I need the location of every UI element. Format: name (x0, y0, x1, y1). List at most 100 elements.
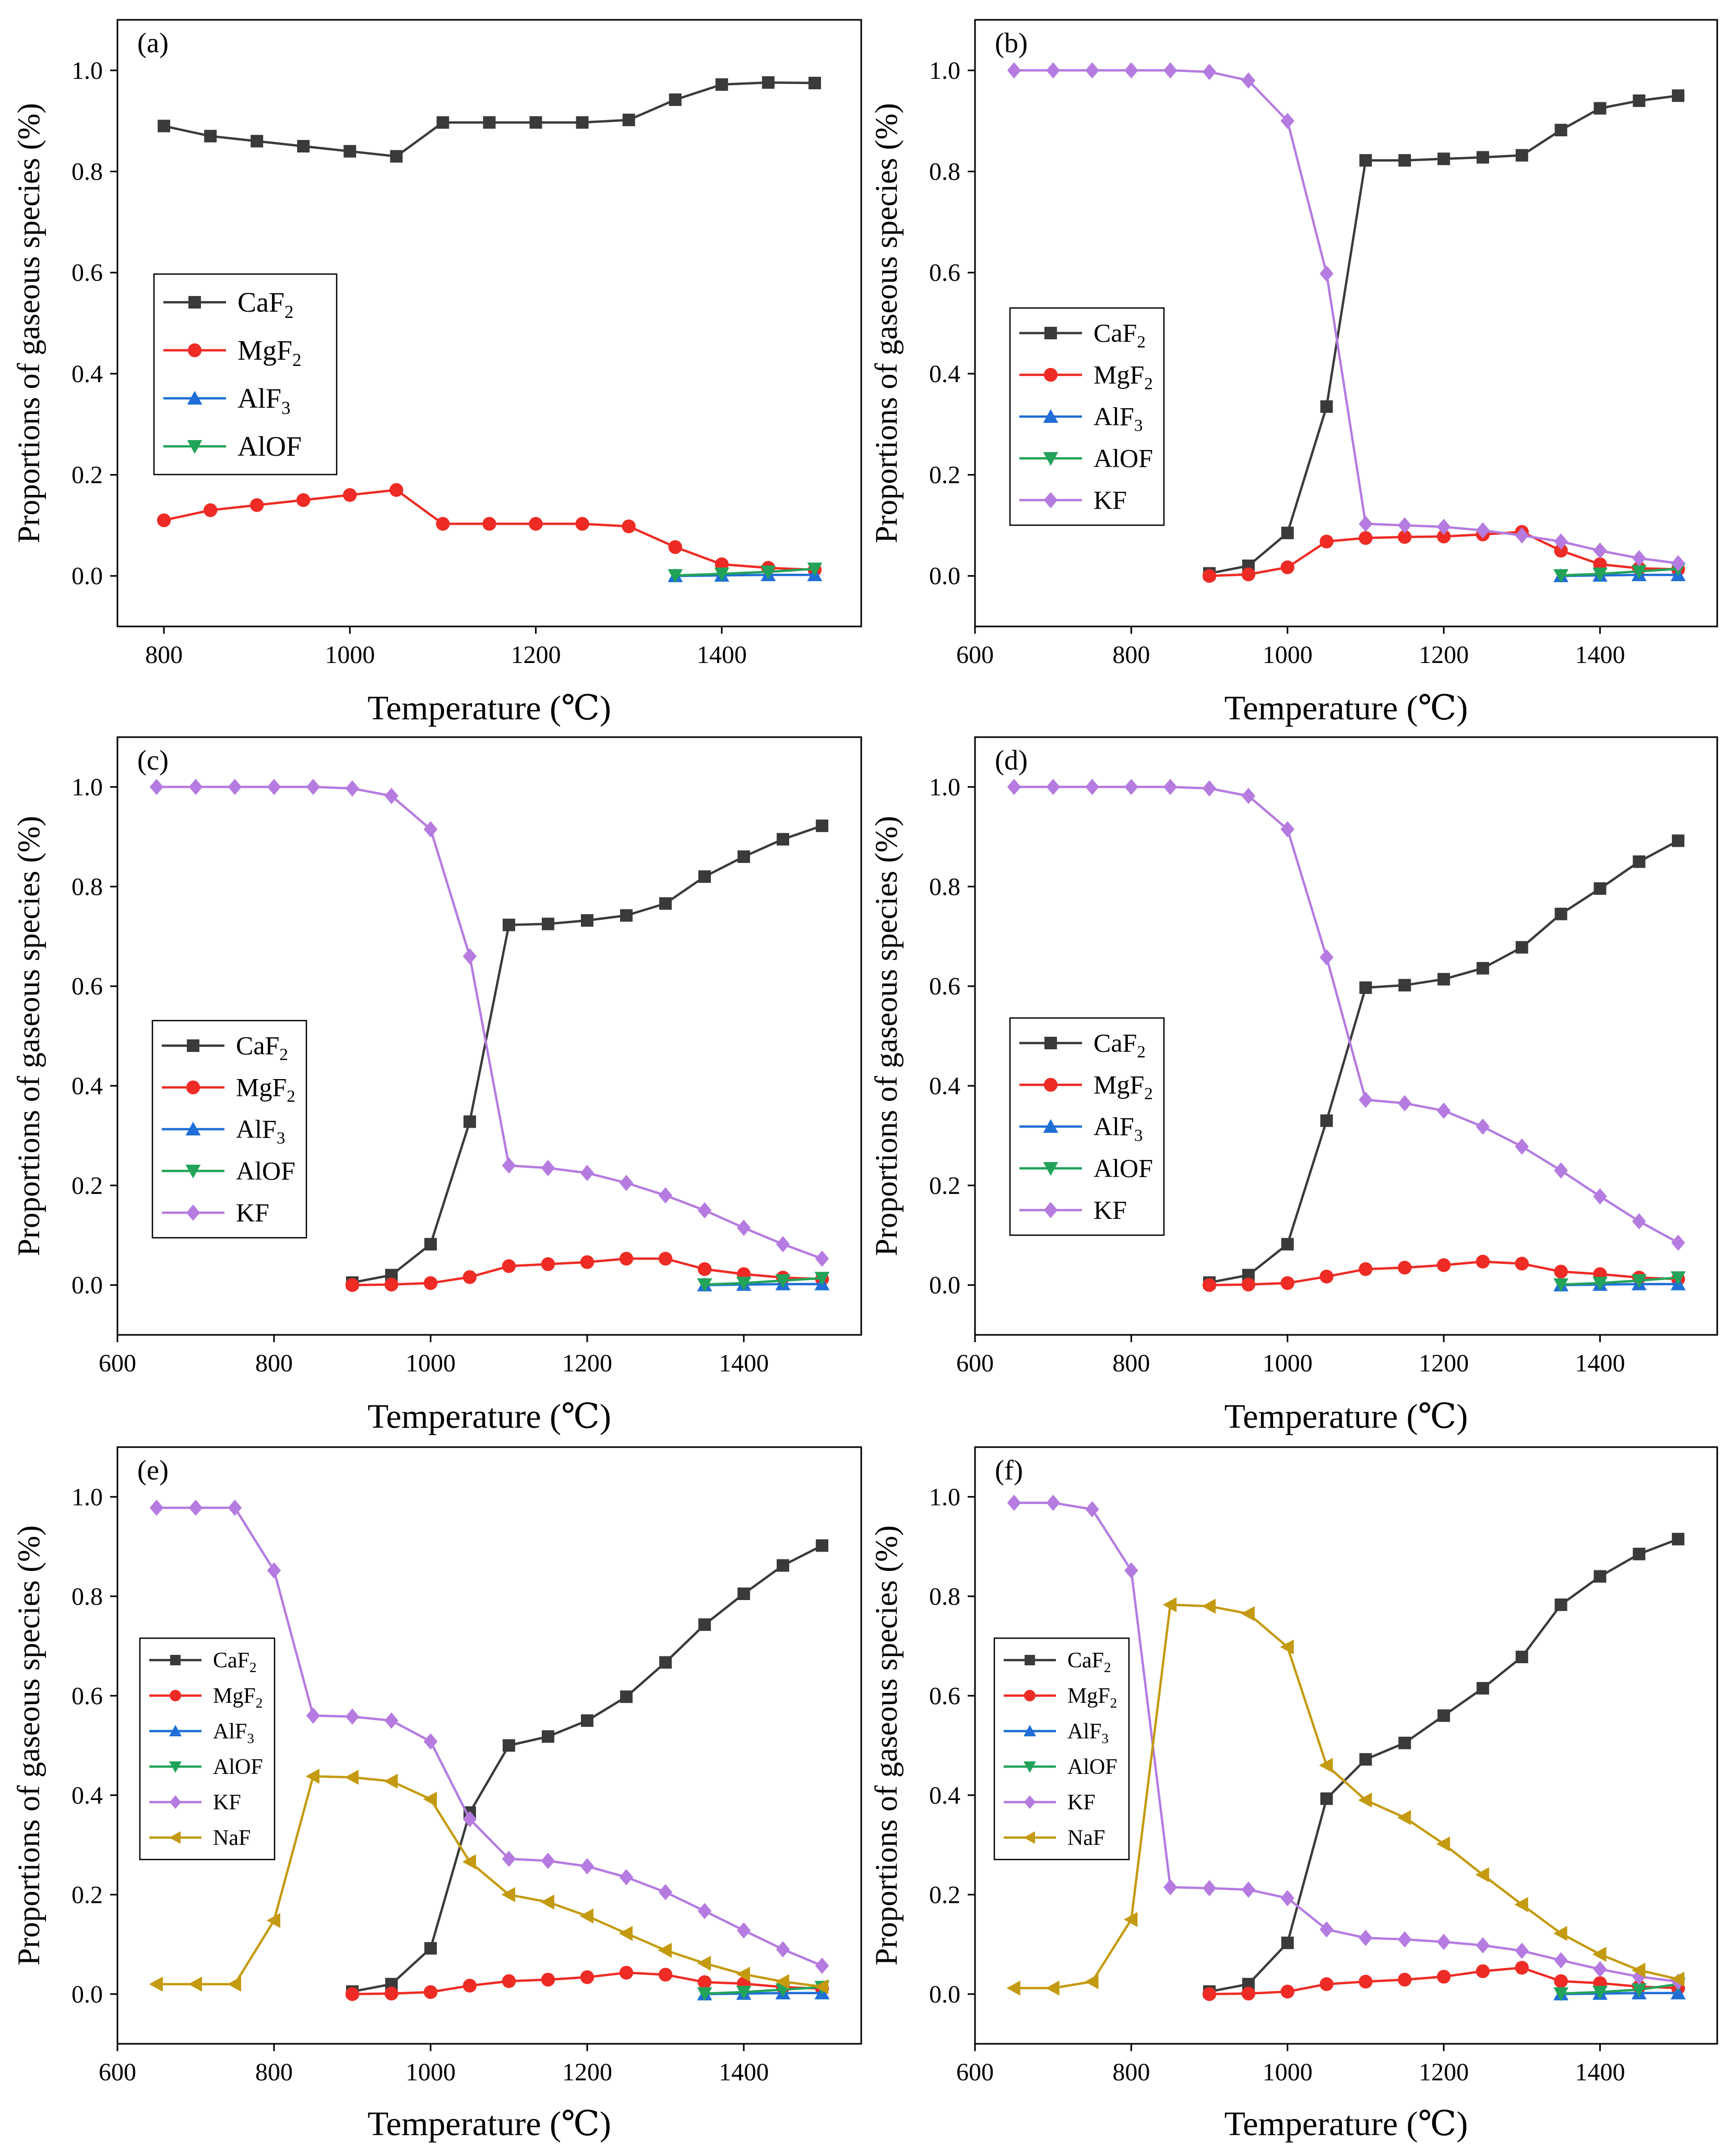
data-point (1359, 1092, 1373, 1108)
series-caf2 (346, 819, 828, 1289)
legend-label-subscript: 3 (1134, 1127, 1143, 1145)
legend-marker (169, 1831, 181, 1844)
data-point (1554, 1598, 1567, 1611)
data-point (1359, 1929, 1373, 1946)
legend-label: CaF2 (236, 1031, 288, 1064)
data-point (775, 1274, 791, 1288)
plot-frame (974, 736, 1718, 1336)
data-point (619, 1251, 634, 1266)
data-point (1476, 1254, 1490, 1269)
legend-label: MgF2 (1067, 1684, 1117, 1711)
y-tick-label: 0.0 (72, 562, 103, 590)
legend-label-base: MgF (1093, 360, 1144, 389)
data-point (619, 1965, 634, 1980)
data-point (384, 1986, 399, 2000)
data-point (658, 1968, 673, 1982)
data-point (697, 1202, 712, 1219)
data-point (1515, 1650, 1528, 1663)
data-point (424, 1238, 437, 1251)
data-point (659, 897, 672, 910)
data-point (697, 1975, 712, 1990)
legend-marker (185, 1121, 201, 1135)
data-point (1553, 1987, 1569, 2002)
data-point (1670, 1971, 1685, 1987)
data-point (462, 1810, 477, 1828)
data-point (462, 1979, 477, 1993)
x-tick-label: 600 (99, 2058, 136, 2086)
data-point (814, 1272, 830, 1286)
legend-label: CaF2 (1093, 1028, 1146, 1062)
data-point (503, 918, 515, 931)
data-point (1476, 962, 1489, 975)
legend-marker (1025, 1655, 1035, 1665)
legend-label-subscript: 2 (256, 1695, 263, 1711)
x-tick-label: 1400 (1575, 641, 1625, 669)
data-point (1554, 543, 1568, 558)
plot-frame (116, 1446, 862, 2045)
series-line (704, 1276, 823, 1286)
data-point (267, 778, 281, 796)
legend-label: AlF3 (236, 1115, 285, 1148)
plot-frame (116, 19, 862, 627)
series-mgf2 (157, 483, 822, 577)
data-point (306, 778, 320, 796)
data-point (1085, 1974, 1099, 1990)
legend-label-base: CaF (236, 1031, 279, 1060)
legend-label-base: AlOF (1067, 1755, 1117, 1779)
series-line (1209, 839, 1679, 1284)
data-point (1163, 778, 1178, 796)
legend-marker (186, 1204, 200, 1221)
data-point (736, 1276, 752, 1291)
data-point (1359, 1974, 1373, 1989)
y-tick-label: 0.8 (72, 1583, 103, 1611)
data-point (529, 517, 543, 531)
data-point (188, 1499, 203, 1516)
data-point (503, 1739, 515, 1752)
data-point (580, 1255, 594, 1269)
data-point (814, 1979, 828, 1994)
x-axis-label: Temperature (℃) (1224, 1398, 1468, 1436)
data-point (1476, 1964, 1490, 1979)
data-point (669, 93, 682, 106)
x-tick-label: 1400 (719, 1349, 769, 1377)
data-point (815, 1957, 829, 1974)
data-point (1593, 1961, 1607, 1978)
data-point (1085, 62, 1099, 79)
data-point (1241, 1881, 1256, 1898)
series-line (1561, 1276, 1679, 1286)
data-point (1319, 1270, 1334, 1284)
y-tick-label: 1.0 (929, 57, 960, 85)
series-naf (149, 1769, 828, 1994)
x-tick-label: 1400 (719, 2058, 769, 2086)
data-point (1398, 979, 1411, 992)
data-point (1436, 518, 1451, 535)
data-point (1476, 1937, 1490, 1954)
legend-marker (170, 1655, 181, 1665)
data-point (1515, 941, 1528, 954)
y-tick-label: 0.2 (72, 1172, 103, 1200)
x-tick-label: 800 (1112, 641, 1150, 669)
legend-label-base: CaF (1067, 1649, 1104, 1673)
data-point (1163, 62, 1178, 79)
x-tick-label: 1000 (325, 641, 375, 669)
data-point (1280, 1890, 1294, 1907)
legend-label-base: KF (1067, 1791, 1096, 1815)
legend-label: MgF2 (1093, 1070, 1153, 1104)
x-tick-label: 800 (1112, 2058, 1150, 2086)
legend-label: CaF2 (1093, 318, 1146, 352)
y-tick-label: 0.6 (929, 973, 960, 1000)
legend-label: NaF (213, 1826, 251, 1850)
plot-frame (974, 1446, 1718, 2045)
x-tick-label: 1000 (1263, 1349, 1313, 1377)
legend-label: MgF2 (236, 1073, 295, 1106)
legend-box (139, 1637, 276, 1861)
legend-label-subscript: 2 (1110, 1695, 1117, 1711)
legend-marker (187, 343, 202, 358)
panel-label: (f) (995, 1454, 1023, 1486)
y-tick-label: 0.6 (929, 1682, 960, 1710)
data-point (462, 1854, 476, 1869)
legend-label-base: KF (213, 1791, 241, 1815)
x-axis-label: Temperature (℃) (367, 689, 611, 727)
data-point (1320, 1114, 1333, 1127)
data-point (1202, 1599, 1216, 1614)
